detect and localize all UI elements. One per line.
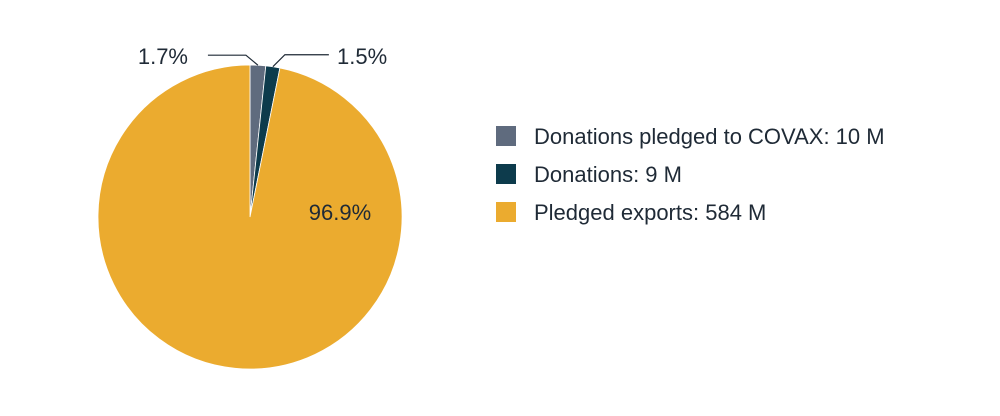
pie-slices — [97, 64, 403, 370]
legend-swatch-donations — [496, 164, 516, 184]
legend-label-pledged-exports: Pledged exports: 584 M — [534, 200, 766, 225]
legend-swatch-donations-pledged-to-covax — [496, 126, 516, 146]
pie-slice-pledged-exports — [97, 64, 403, 370]
percent-label-pledged-exports: 96.9% — [309, 200, 371, 225]
leader-line-donations — [272, 54, 329, 68]
legend-label-donations: Donations: 9 M — [534, 162, 682, 187]
legend-label-donations-pledged-to-covax: Donations pledged to COVAX: 10 M — [534, 124, 885, 149]
percent-label-donations: 1.5% — [337, 44, 387, 69]
leader-lines — [207, 54, 329, 68]
percent-labels: 1.7% 1.5% 96.9% — [138, 44, 387, 225]
legend: Donations pledged to COVAX: 10 M Donation… — [496, 124, 885, 225]
leader-line-donations-pledged-to-covax — [207, 54, 259, 66]
legend-swatch-pledged-exports — [496, 202, 516, 222]
percent-label-donations-pledged-to-covax: 1.7% — [138, 44, 188, 69]
